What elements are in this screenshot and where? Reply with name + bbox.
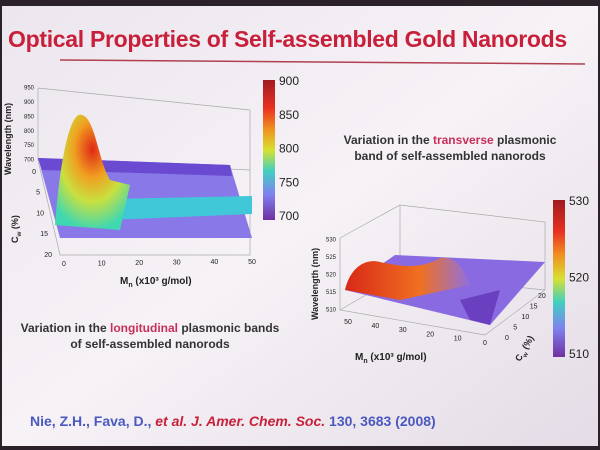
citation-journal: J. Amer. Chem. Soc. <box>187 413 326 429</box>
tick-label: 10 <box>454 336 462 343</box>
axis-label: Wavelength (nm) <box>310 248 320 320</box>
axis-label-sub: w <box>521 351 530 360</box>
tick-label: 5 <box>513 324 517 331</box>
caption-text: Variation in the <box>20 321 110 335</box>
tick-label: 515 <box>326 290 337 296</box>
citation-ref: 130, 3683 (2008) <box>325 413 436 429</box>
tick-label: 900 <box>279 74 299 88</box>
tick-label: 20 <box>538 293 546 300</box>
axis-label-rest: (x10³ g/mol) <box>368 352 427 363</box>
caption-text: plasmonic band of self-assembled nanorod… <box>354 133 557 163</box>
tick-label: 520 <box>326 273 337 279</box>
left-surface-peak <box>55 114 130 230</box>
tick-label: 800 <box>279 142 299 156</box>
tick-label: 750 <box>279 175 299 189</box>
title-rule <box>59 59 586 65</box>
caption-text: plasmonic bands of self-assembled nanoro… <box>70 321 280 351</box>
citation: Nie, Z.H., Fava, D., et al. J. Amer. Che… <box>30 413 436 429</box>
tick-label: 950 <box>24 86 35 92</box>
tick-label: 10 <box>36 210 44 217</box>
caption-text: Variation in the <box>343 133 433 147</box>
axis-label-main: C <box>513 352 525 363</box>
tick-label: 10 <box>98 260 106 267</box>
tick-label: 30 <box>173 260 181 267</box>
right-caption: Variation in the transverse plasmonic ba… <box>330 132 570 164</box>
tick-label: 525 <box>326 255 337 261</box>
left-colorbar <box>263 80 275 220</box>
axis-label-rest: (%) <box>10 215 20 232</box>
tick-label: 10 <box>522 314 530 321</box>
tick-label: 40 <box>372 323 380 330</box>
caption-highlight: transverse <box>432 133 494 147</box>
tick-label: 850 <box>279 108 299 122</box>
tick-label: 15 <box>530 303 538 310</box>
citation-authors: Nie, Z.H., Fava, D., <box>30 413 156 429</box>
axis-label: Wavelength (nm) <box>3 103 13 175</box>
tick-label: 530 <box>569 194 589 208</box>
axis-label-sub: n <box>128 282 132 289</box>
tick-label: 0 <box>505 335 509 342</box>
tick-label: 520 <box>569 271 589 285</box>
right-surface-shade <box>460 290 500 325</box>
tick-label: 850 <box>24 114 35 120</box>
citation-etal: et al. <box>155 413 188 429</box>
tick-label: 15 <box>40 231 48 238</box>
axis-label: Mn (x10³ g/mol) <box>355 352 427 365</box>
tick-label: 30 <box>399 327 407 334</box>
slide-title: Optical Properties of Self-assembled Gol… <box>8 26 567 52</box>
right-colorbar <box>553 200 565 357</box>
axis-label: Mn (x10³ g/mol) <box>120 276 192 289</box>
axis-label-sub: n <box>363 358 367 365</box>
tick-label: 800 <box>24 129 35 135</box>
axis-label: Cw (%) <box>10 215 23 243</box>
tick-label: 50 <box>344 319 352 326</box>
tick-label: 700 <box>24 158 35 164</box>
axis-label-rest: (x10³ g/mol) <box>133 276 192 287</box>
tick-label: 510 <box>569 347 589 361</box>
tick-label: 50 <box>248 259 256 266</box>
tick-label: 0 <box>483 340 487 347</box>
tick-label: 0 <box>62 261 66 268</box>
right-surface-ridge <box>345 257 470 300</box>
axis-label-sub: w <box>16 232 23 238</box>
tick-label: 20 <box>426 331 434 338</box>
tick-label: 700 <box>279 209 299 223</box>
tick-label: 5 <box>36 190 40 197</box>
axis-label-main: M <box>120 276 128 287</box>
caption-highlight: longitudinal <box>110 321 178 335</box>
axis-label-main: M <box>355 352 363 363</box>
tick-label: 750 <box>24 143 35 149</box>
tick-label: 530 <box>326 238 337 244</box>
tick-label: 0 <box>32 169 36 176</box>
tick-label: 20 <box>135 260 143 267</box>
tick-label: 510 <box>326 308 337 314</box>
left-caption: Variation in the longitudinal plasmonic … <box>20 320 280 352</box>
tick-label: 20 <box>44 252 52 259</box>
tick-label: 900 <box>24 100 35 106</box>
tick-label: 40 <box>211 259 219 266</box>
axis-label-main: C <box>10 236 20 243</box>
